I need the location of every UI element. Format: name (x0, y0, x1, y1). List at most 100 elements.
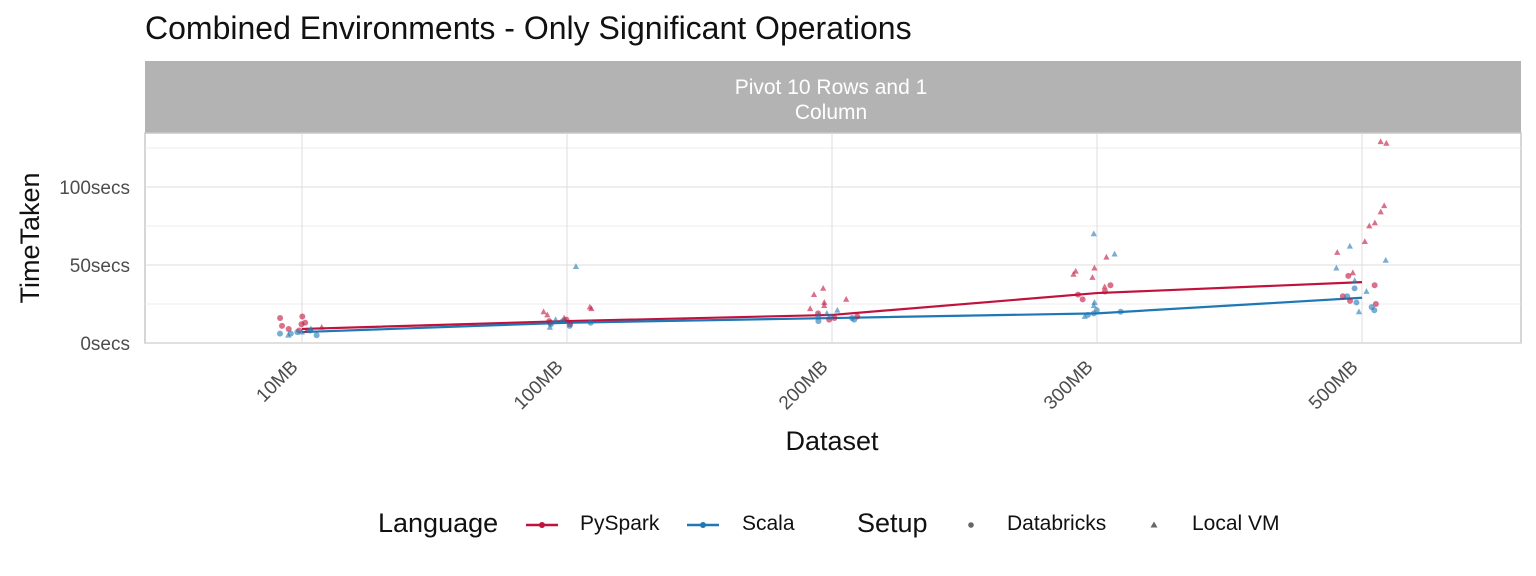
data-point-scala-local-vm (1090, 230, 1097, 237)
plot-panel (144, 132, 1522, 344)
data-point-pyspark-local-vm (540, 308, 547, 315)
data-point-scala-local-vm (1355, 308, 1363, 315)
data-point-scala-databricks (587, 319, 594, 326)
data-point-scala-databricks (1093, 307, 1100, 314)
data-point-pyspark-local-vm (807, 305, 814, 312)
data-point-scala-databricks (559, 318, 566, 325)
data-point-pyspark-databricks (1107, 282, 1114, 289)
data-point-pyspark-local-vm (544, 311, 551, 318)
data-point-pyspark-local-vm (318, 324, 325, 330)
data-point-pyspark-local-vm (1070, 270, 1077, 277)
x-tick-label: 10MB (253, 357, 303, 407)
y-tick-label: 100secs (59, 178, 130, 199)
y-tick-label: 50secs (70, 256, 130, 277)
data-point-scala-local-vm (1111, 250, 1118, 257)
legend-key-databricks (968, 522, 974, 528)
data-point-pyspark-local-vm (1366, 222, 1373, 229)
data-point-scala-local-vm (552, 316, 559, 322)
major-gridlines (145, 133, 1521, 344)
data-point-scala-databricks (1344, 293, 1351, 300)
data-point-pyspark-databricks (1075, 291, 1082, 298)
data-point-scala-local-vm (1382, 256, 1389, 263)
data-point-pyspark-local-vm (821, 302, 828, 308)
data-point-scala-databricks (566, 322, 573, 329)
data-point-pyspark-local-vm (1103, 253, 1110, 260)
data-point-pyspark-databricks (1345, 272, 1352, 279)
data-point-scala-local-vm (1351, 277, 1358, 283)
y-axis-tick-labels: 0secs 50secs 100secs (59, 178, 130, 355)
data-point-scala-local-vm (1363, 288, 1370, 294)
data-point-pyspark-databricks (299, 313, 306, 320)
data-point-pyspark-databricks (1347, 297, 1354, 304)
data-point-scala-databricks (276, 330, 283, 337)
data-point-scala-databricks (1351, 285, 1358, 292)
legend-label-databricks: Databricks (1007, 512, 1107, 535)
data-point-pyspark-databricks (277, 315, 284, 322)
data-point-pyspark-local-vm (1101, 283, 1108, 290)
chart-canvas: Pivot 10 Rows and 1 Column 0secs 50secs 10… (15, 61, 1522, 456)
legend-label-scala: Scala (742, 512, 795, 535)
data-point-pyspark-local-vm (1334, 249, 1341, 255)
legend-key-pyspark (526, 522, 558, 528)
x-tick-label: 200MB (775, 357, 832, 414)
data-point-scala-local-vm (285, 331, 292, 338)
facet-label-line-2: Column (795, 101, 867, 124)
data-point-scala-databricks (1117, 308, 1124, 315)
legend-label-local-vm: Local VM (1192, 512, 1280, 535)
data-point-scala-local-vm (307, 325, 315, 332)
data-point-pyspark-local-vm (1349, 269, 1356, 276)
data-point-pyspark-local-vm (1383, 139, 1390, 146)
data-point-pyspark-local-vm (1089, 274, 1096, 280)
data-point-scala-databricks (1371, 307, 1378, 314)
data-point-pyspark-databricks (1339, 293, 1346, 300)
data-point-pyspark-databricks (279, 322, 286, 329)
x-tick-label: 100MB (510, 357, 567, 414)
data-point-pyspark-databricks (302, 319, 309, 326)
data-point-scala-local-vm (823, 309, 830, 316)
data-point-pyspark-databricks (1371, 282, 1378, 289)
legend-key-scala (687, 522, 719, 528)
data-point-pyspark-local-vm (1377, 138, 1384, 145)
facet-strip (145, 61, 1521, 133)
data-point-pyspark-local-vm (1371, 219, 1378, 226)
data-point-pyspark-databricks (1372, 301, 1379, 307)
data-point-scala-databricks (815, 318, 822, 325)
data-point-pyspark-local-vm (1377, 208, 1384, 215)
data-point-scala-databricks (1353, 299, 1360, 306)
data-point-scala-databricks (848, 315, 855, 322)
data-point-pyspark-local-vm (1091, 264, 1098, 271)
legend-key-local-vm (1150, 521, 1158, 528)
data-point-pyspark-local-vm (588, 305, 595, 312)
facet-label-line-1: Pivot 10 Rows and 1 (735, 76, 928, 99)
legend-label-pyspark: PySpark (580, 512, 660, 535)
data-point-pyspark-local-vm (821, 299, 828, 305)
data-point-scala-local-vm (298, 328, 306, 335)
data-point-pyspark-databricks (1101, 288, 1108, 295)
data-point-pyspark-databricks (285, 325, 292, 332)
data-point-scala-local-vm (1091, 299, 1098, 305)
data-point-scala-local-vm (1333, 264, 1340, 271)
data-point-pyspark-local-vm (820, 285, 827, 291)
data-point-scala-local-vm (546, 324, 553, 330)
x-axis-tick-labels: 10MB 100MB 200MB 300MB 500MB (253, 357, 1363, 414)
data-point-scala-local-vm (572, 263, 580, 269)
y-tick-label: 0secs (80, 334, 130, 355)
data-point-scala-local-vm (1081, 313, 1088, 319)
data-point-pyspark-local-vm (810, 291, 818, 298)
x-tick-label: 300MB (1040, 357, 1097, 414)
legend-title-setup: Setup (857, 508, 928, 538)
data-point-scala-local-vm (1090, 302, 1097, 308)
data-point-scala-local-vm (1346, 242, 1353, 249)
y-axis-label: TimeTaken (15, 172, 45, 303)
data-point-pyspark-databricks (1079, 296, 1086, 303)
data-point-scala-databricks (294, 329, 301, 336)
legend: Language PySpark Scala Setup Databricks … (0, 500, 1536, 550)
data-point-pyspark-local-vm (1361, 238, 1368, 244)
data-point-scala-databricks (313, 332, 320, 339)
minor-gridlines (145, 147, 1521, 305)
data-point-scala-local-vm (834, 306, 841, 313)
legend-title-language: Language (378, 508, 499, 538)
x-tick-label: 500MB (1305, 357, 1362, 414)
data-point-pyspark-local-vm (843, 295, 850, 302)
data-point-scala-local-vm (815, 311, 822, 318)
